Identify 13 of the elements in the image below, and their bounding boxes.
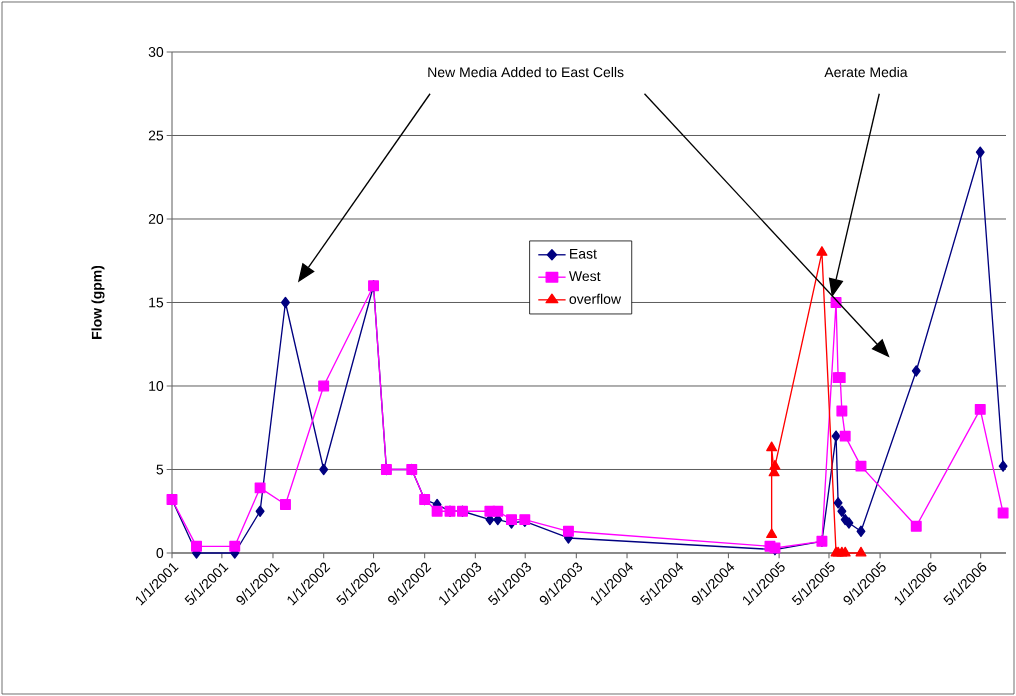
annotation: New Media Added to East Cells [428, 66, 624, 78]
legend-label: overflow [569, 293, 622, 305]
y-tick-label: 5 [156, 464, 164, 475]
y-tick-label: 10 [149, 381, 164, 391]
annotation: Aerate Media [824, 66, 908, 78]
legend-label: East [570, 248, 597, 259]
y-tick-label: 20 [148, 214, 164, 224]
y-tick-label: 15 [149, 297, 164, 308]
y-axis-title: Flow (gpm) [91, 265, 105, 339]
y-tick-label: 25 [148, 130, 164, 141]
y-tick-label: 30 [148, 47, 164, 57]
y-tick-label: 0 [156, 548, 164, 558]
legend-label: West [568, 271, 601, 282]
